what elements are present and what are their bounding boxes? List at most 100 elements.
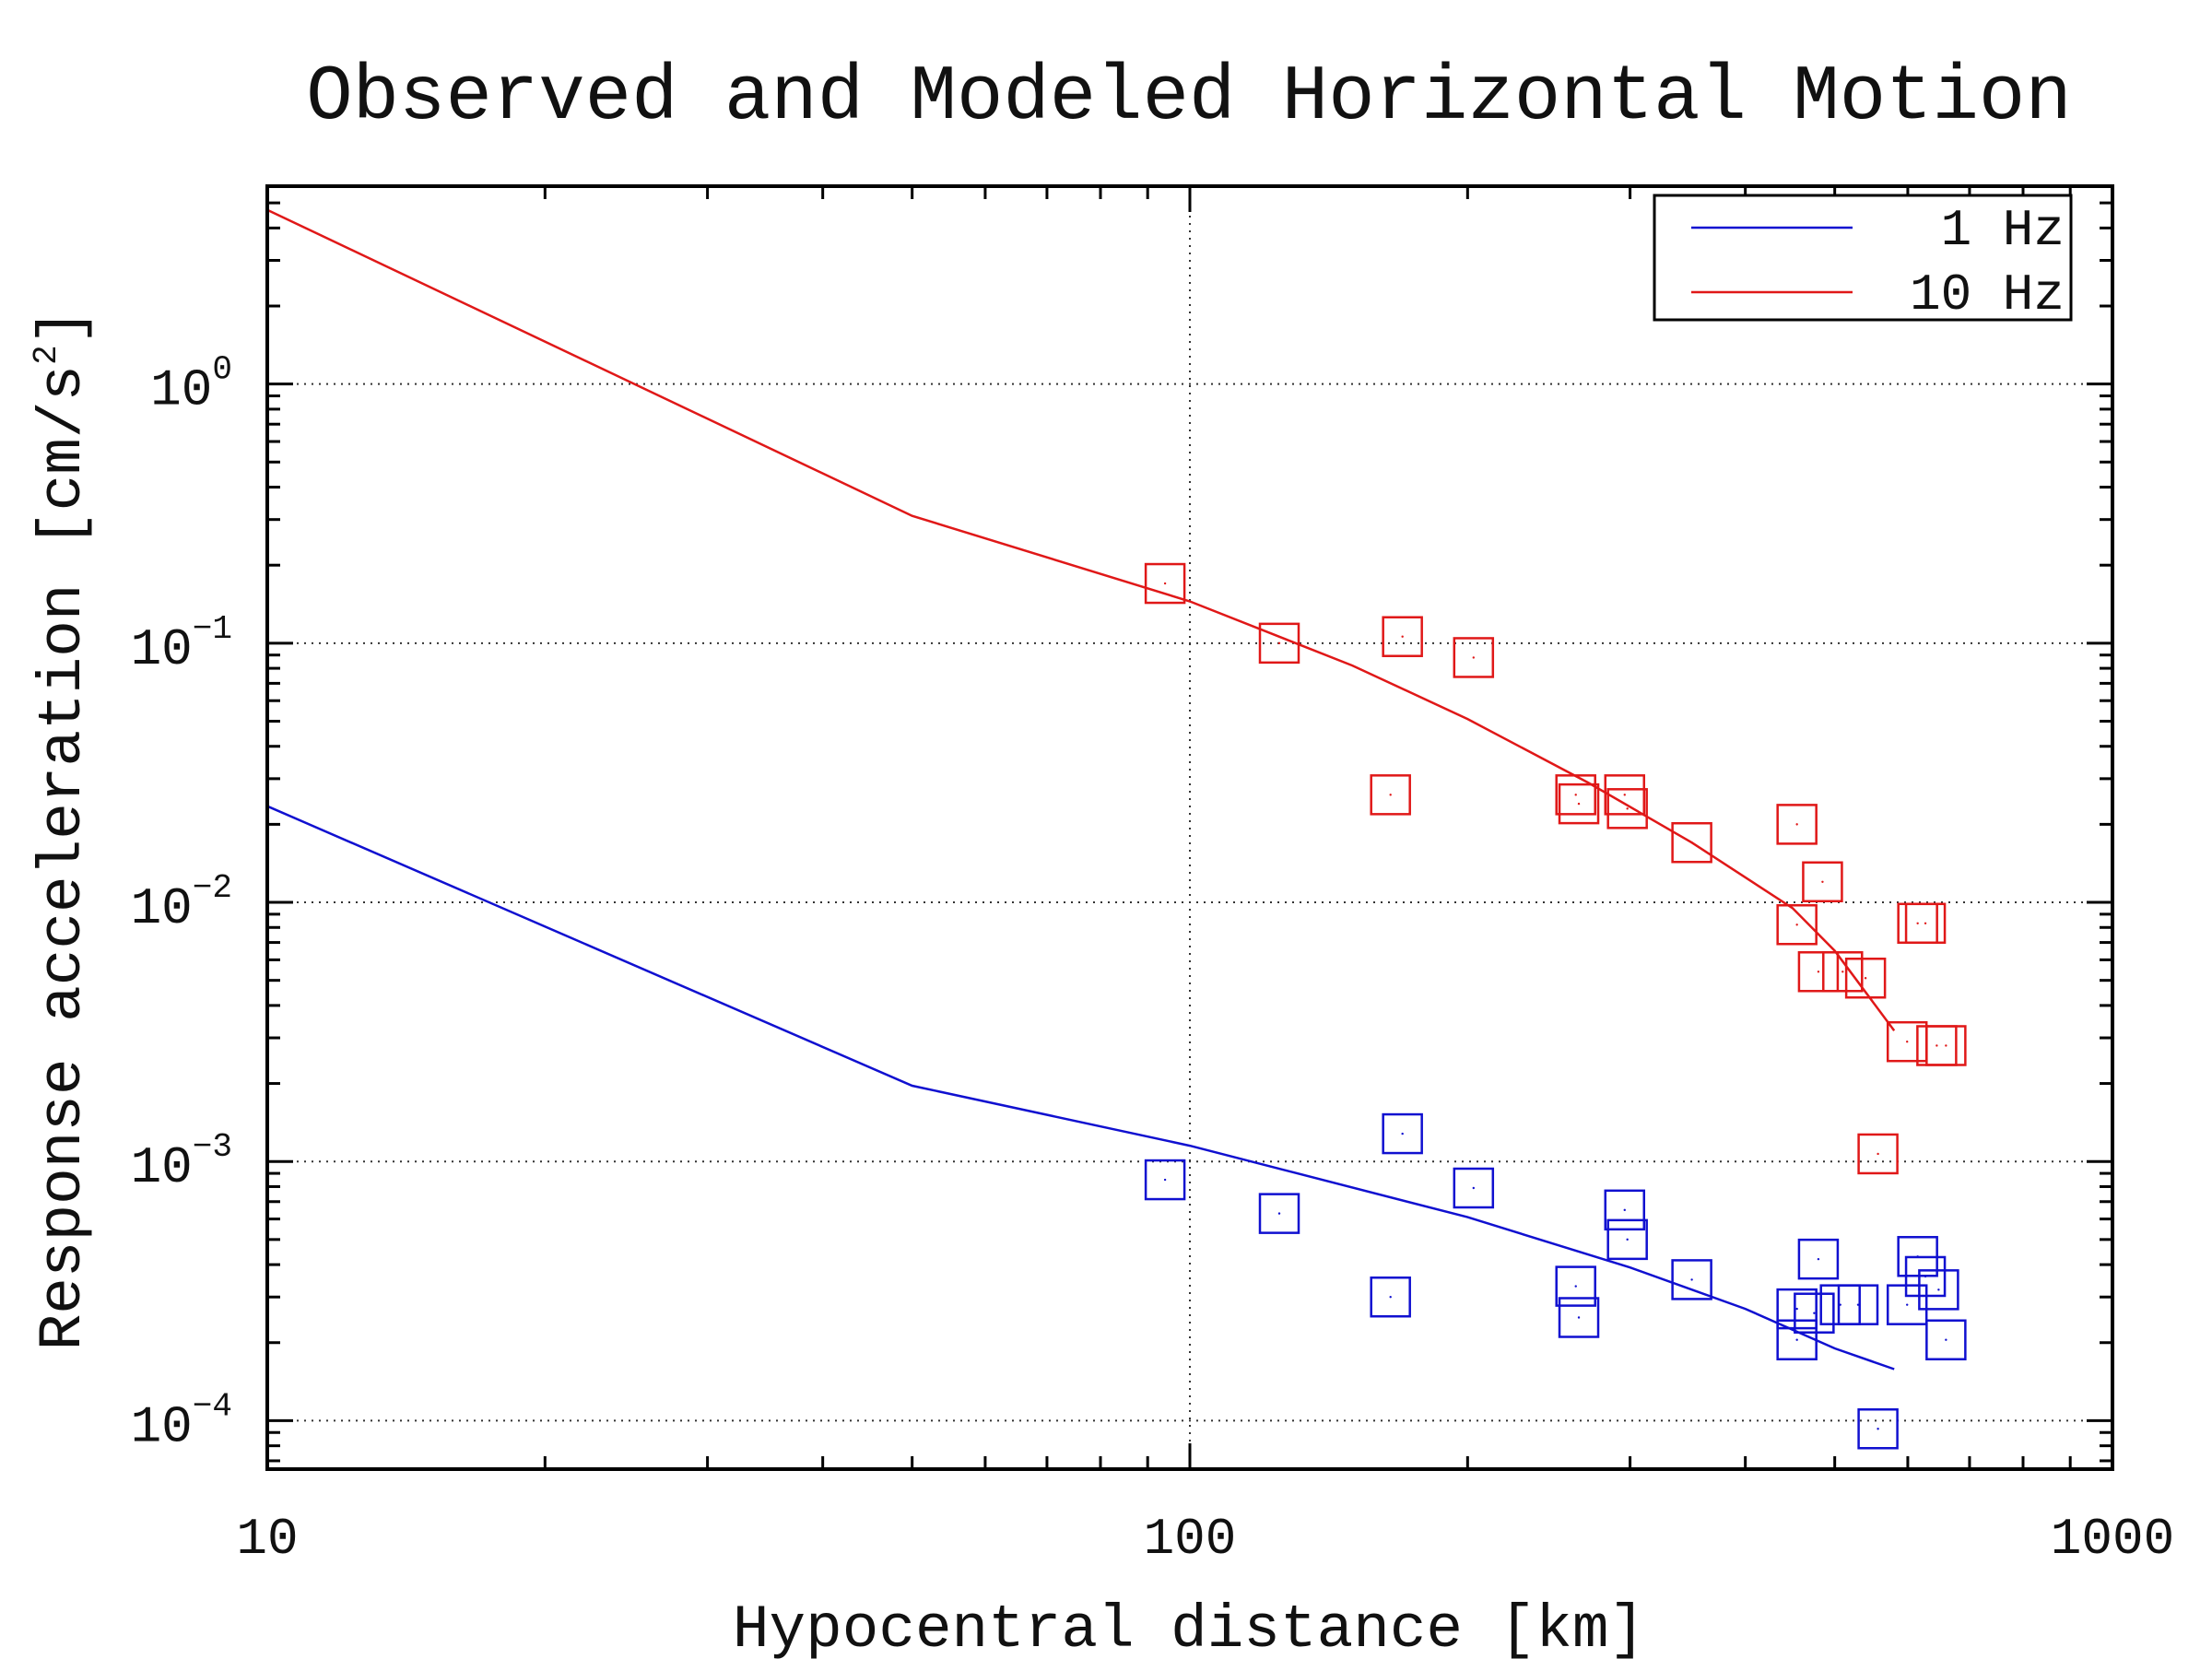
observed-point-center-10-hz (1795, 823, 1798, 826)
plot-frame (265, 184, 2114, 1471)
observed-point-10-hz (1370, 774, 1411, 816)
y-tick-base: 10 (150, 361, 212, 420)
y-tick-base: 10 (131, 620, 193, 679)
observed-point-center-10-hz (1577, 802, 1581, 806)
observed-point-center-1-hz (1877, 1428, 1879, 1430)
observed-point-10-hz (1925, 1025, 1967, 1066)
observed-point-10-hz (1671, 821, 1712, 864)
observed-point-center-1-hz (1856, 1303, 1860, 1306)
y-axis-label-end: ] (29, 309, 98, 346)
observed-point-center-10-hz (1389, 794, 1392, 796)
observed-point-10-hz (1382, 616, 1423, 657)
observed-point-center-1-hz (1817, 1257, 1820, 1261)
model-lines (266, 208, 1896, 1371)
observed-point-1-hz (1776, 1319, 1818, 1360)
observed-point-center-10-hz (1626, 807, 1629, 810)
observed-point-10-hz (1606, 788, 1648, 830)
observed-point-10-hz (1797, 951, 1840, 993)
y-axis-label-group: Response acceleration [cm/s2] (28, 309, 98, 1351)
y-tick-label: 100 (150, 351, 232, 420)
observed-point-1-hz (1558, 1297, 1600, 1338)
observed-point-1-hz (1370, 1276, 1411, 1318)
observed-point-1-hz (1144, 1159, 1186, 1201)
model-line-1-hz (266, 805, 1895, 1371)
observed-point-1-hz (1776, 1288, 1818, 1330)
observed-point-center-10-hz (1924, 922, 1927, 924)
y-tick-exponent: −2 (193, 869, 232, 907)
observed-point-10-hz (1904, 902, 1947, 945)
chart-title: Observed and Modeled Horizontal Motion (306, 54, 2072, 142)
observed-point-center-1-hz (1626, 1238, 1629, 1241)
observed-point-center-1-hz (1574, 1285, 1577, 1288)
x-tick-label: 100 (1144, 1510, 1237, 1569)
y-tick-base: 10 (131, 1397, 193, 1456)
observed-point-center-1-hz (1795, 1307, 1798, 1311)
observed-point-1-hz (1904, 1255, 1947, 1298)
observed-point-center-10-hz (1623, 794, 1626, 796)
observed-point-10-hz (1857, 1133, 1899, 1175)
observed-point-center-10-hz (1690, 841, 1693, 844)
observed-point-center-10-hz (1817, 971, 1820, 973)
observed-point-center-1-hz (1906, 1303, 1909, 1306)
observed-point-center-1-hz (1577, 1316, 1581, 1319)
y-tick-label: 10−4 (131, 1387, 232, 1456)
y-tick-exponent: 0 (212, 351, 232, 389)
observed-point-center-10-hz (1472, 656, 1476, 659)
y-axis-label-superscript: 2 (28, 345, 65, 365)
observed-point-center-10-hz (1945, 1044, 1947, 1047)
observed-point-center-10-hz (1936, 1044, 1938, 1047)
observed-point-1-hz (1794, 1292, 1835, 1334)
observed-point-center-10-hz (1401, 635, 1404, 638)
y-tick-base: 10 (131, 879, 193, 938)
observed-point-10-hz (1776, 904, 1818, 946)
legend-label: 10 Hz (1910, 265, 2065, 324)
observed-point-1-hz (1797, 1238, 1840, 1280)
observed-point-center-1-hz (1937, 1288, 1940, 1291)
observed-point-center-10-hz (1277, 641, 1281, 645)
observed-point-10-hz (1604, 774, 1646, 816)
observed-point-center-1-hz (1795, 1338, 1798, 1341)
observed-point-10-hz (1144, 562, 1186, 605)
observed-point-center-1-hz (1389, 1296, 1392, 1299)
observed-point-center-1-hz (1472, 1186, 1476, 1190)
observed-point-1-hz (1671, 1259, 1712, 1300)
observed-point-center-1-hz (1924, 1275, 1927, 1278)
observed-point-1-hz (1606, 1218, 1648, 1261)
observed-point-center-1-hz (1690, 1278, 1693, 1281)
observed-point-center-10-hz (1877, 1152, 1879, 1156)
observed-point-center-10-hz (1821, 880, 1824, 883)
y-axis-label-main: Response acceleration [cm/s (29, 365, 98, 1350)
y-tick-exponent: −3 (193, 1128, 232, 1166)
observed-point-center-1-hz (1813, 1312, 1816, 1314)
observed-point-10-hz (1776, 804, 1818, 845)
model-line-10-hz (266, 208, 1896, 1031)
observed-point-10-hz (1555, 774, 1596, 816)
observed-point-1-hz (1857, 1408, 1899, 1450)
observed-point-1-hz (1453, 1167, 1495, 1209)
observed-point-10-hz (1558, 782, 1600, 825)
observed-point-1-hz (1258, 1193, 1300, 1234)
minor-ticks (265, 186, 2114, 1469)
observed-point-center-1-hz (1945, 1338, 1947, 1341)
y-tick-label: 10−2 (131, 869, 232, 938)
legend-label: 1 Hz (1941, 201, 2065, 260)
observed-point-center-1-hz (1401, 1132, 1404, 1135)
observed-point-10-hz (1258, 622, 1300, 665)
observed-point-center-10-hz (1795, 924, 1798, 926)
y-tick-exponent: −4 (193, 1387, 232, 1425)
observed-point-10-hz (1844, 958, 1887, 999)
observed-point-1-hz (1918, 1269, 1959, 1311)
observed-point-center-10-hz (1916, 922, 1919, 924)
observed-point-center-1-hz (1277, 1212, 1281, 1215)
observed-point-1-hz (1604, 1189, 1646, 1231)
x-axis-label: Hypocentral distance [km] (733, 1595, 1645, 1659)
observed-points (1144, 562, 1967, 1450)
y-tick-base: 10 (131, 1138, 193, 1197)
observed-point-1-hz (1837, 1284, 1879, 1325)
grid (267, 186, 2112, 1469)
observed-point-10-hz (1802, 861, 1843, 903)
